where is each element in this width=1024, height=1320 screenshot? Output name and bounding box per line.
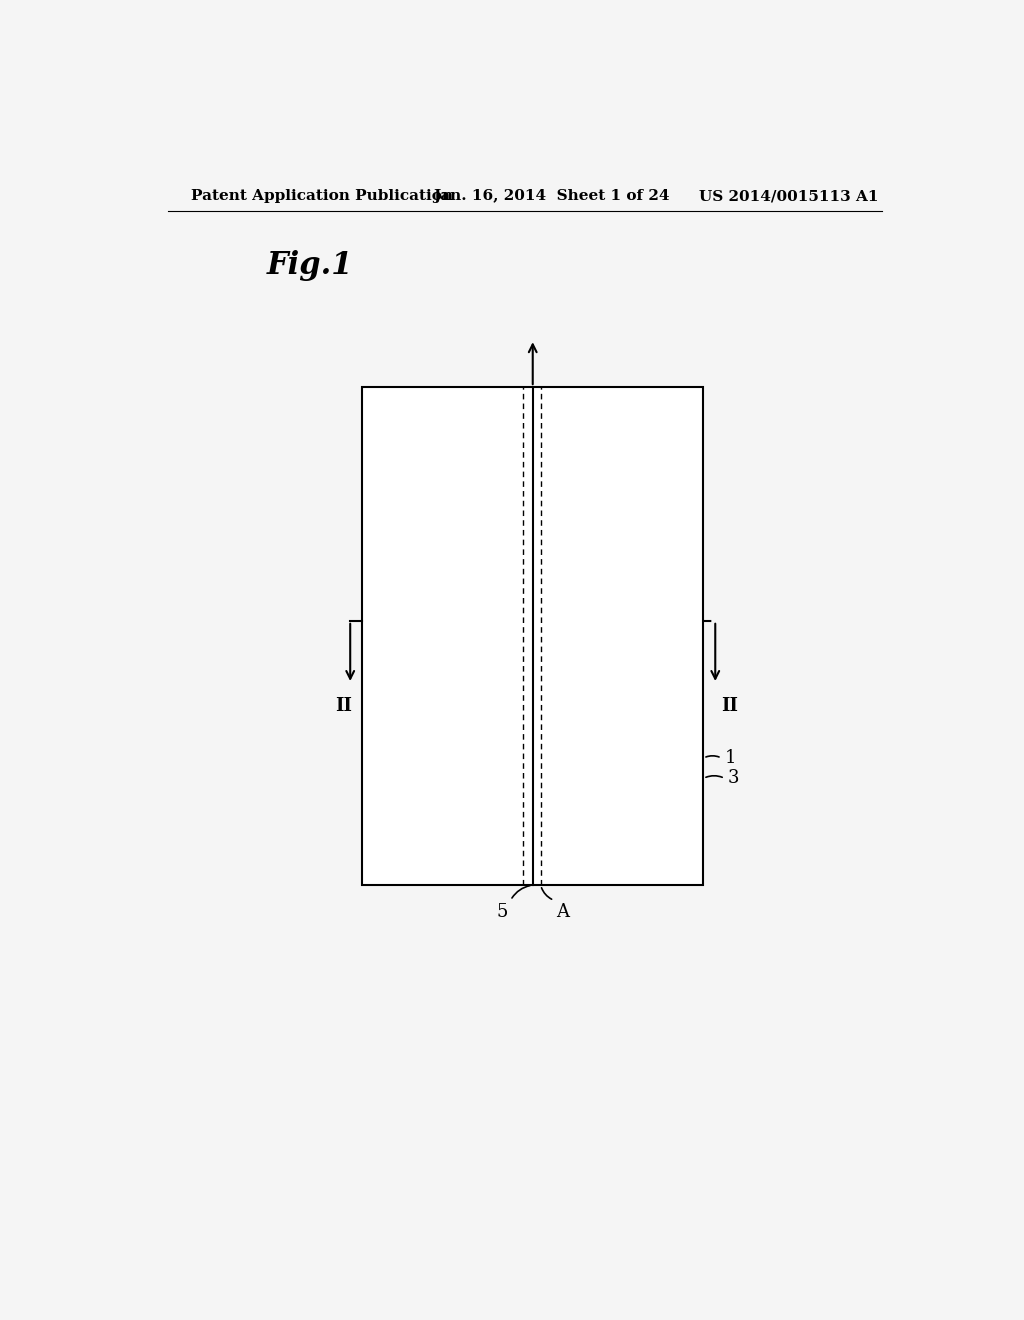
Text: US 2014/0015113 A1: US 2014/0015113 A1 — [699, 189, 879, 203]
Text: 5: 5 — [497, 903, 508, 921]
Text: II: II — [722, 697, 738, 715]
Text: Patent Application Publication: Patent Application Publication — [191, 189, 454, 203]
Text: Fig.1: Fig.1 — [267, 249, 353, 281]
Text: Jan. 16, 2014  Sheet 1 of 24: Jan. 16, 2014 Sheet 1 of 24 — [433, 189, 670, 203]
Text: II: II — [335, 697, 352, 715]
Text: A: A — [557, 903, 569, 921]
Bar — [362, 387, 703, 886]
Text: 1: 1 — [725, 748, 736, 767]
Text: 3: 3 — [728, 770, 739, 788]
